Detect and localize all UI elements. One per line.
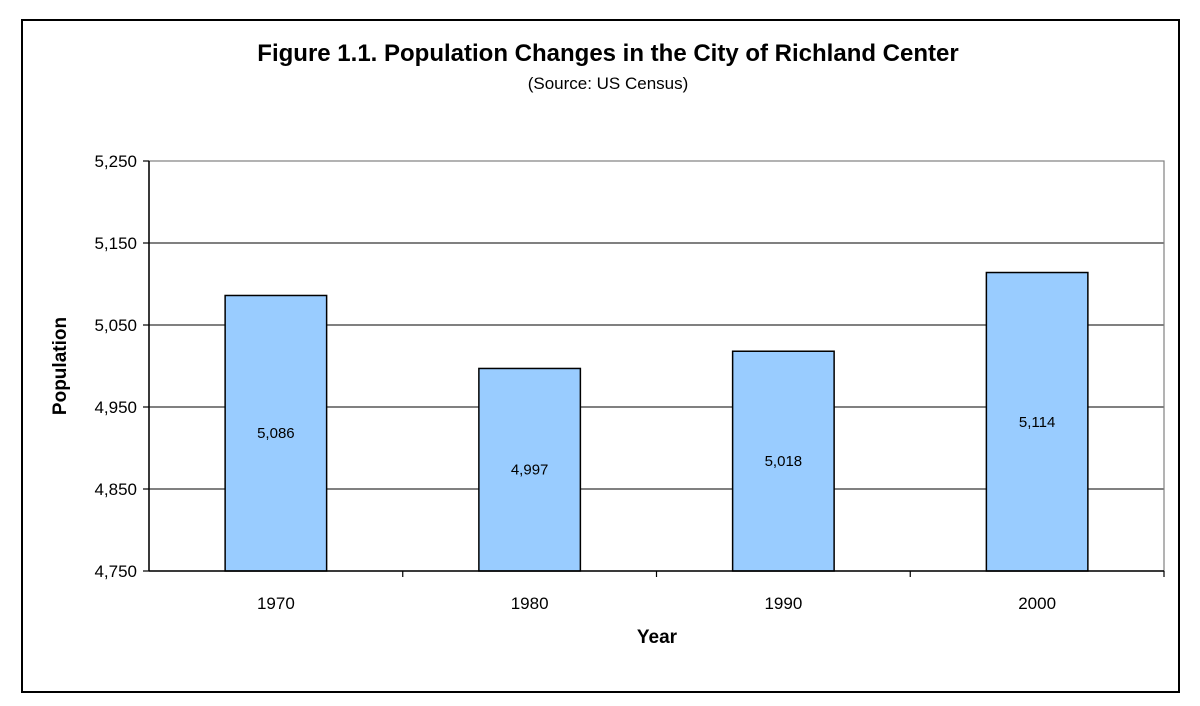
bar-2000 [985, 271, 1089, 572]
x-tick-label: 1980 [511, 594, 549, 613]
x-tick-label: 1970 [257, 594, 295, 613]
y-axis-title: Population [50, 317, 71, 415]
x-tick-labels: 1970 1980 1990 2000 [257, 594, 1056, 613]
data-label-2000: 5,114 [1019, 414, 1055, 431]
data-label-1990: 5,018 [765, 453, 803, 470]
y-tick-label: 5,050 [94, 316, 137, 335]
y-tick-label: 4,750 [94, 562, 137, 581]
y-tick-label: 4,950 [94, 398, 137, 417]
chart-title: Figure 1.1. Population Changes in the Ci… [257, 40, 958, 67]
bar-1990 [731, 350, 835, 572]
y-tick-label: 5,150 [94, 234, 137, 253]
data-label-1970: 5,086 [257, 425, 295, 442]
y-tick-label: 5,250 [94, 152, 137, 171]
data-label-1980: 4,997 [511, 462, 549, 479]
y-tick-labels: 4,750 4,850 4,950 5,050 5,150 5,250 [94, 152, 137, 581]
axes [143, 160, 1165, 577]
bar-1970 [224, 294, 328, 572]
x-tick-label: 1990 [764, 594, 802, 613]
y-tick-label: 4,850 [94, 480, 137, 499]
data-labels: 5,086 4,997 5,018 5,114 [257, 414, 1055, 479]
x-axis-title: Year [637, 627, 678, 648]
bars [224, 271, 1089, 572]
bar-1980 [478, 367, 582, 572]
x-tick-label: 2000 [1018, 594, 1056, 613]
chart-subtitle: (Source: US Census) [528, 74, 689, 93]
